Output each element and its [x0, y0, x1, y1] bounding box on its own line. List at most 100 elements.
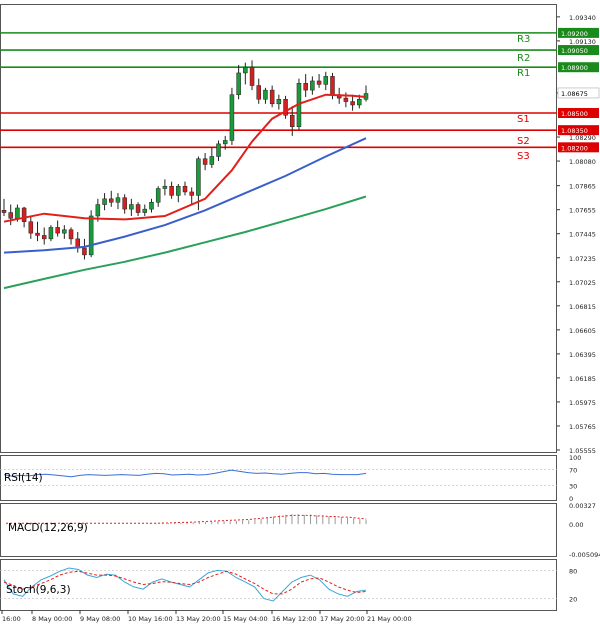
stoch-panel: 80 20 Stoch(9,6,3): [0, 559, 577, 611]
candle-down: [290, 115, 295, 127]
price-tick-label: 1.07025: [569, 279, 596, 287]
candle-up: [176, 185, 181, 196]
level-price-label: 1.09050: [561, 47, 588, 55]
candle-up: [236, 72, 241, 95]
price-tick-label: 1.07655: [569, 207, 596, 215]
candle-up: [229, 94, 235, 141]
candle-down: [283, 99, 288, 116]
price-tick-label: 1.09340: [569, 14, 596, 22]
candle-up: [310, 80, 315, 91]
price-tick-label: 1.07445: [569, 231, 596, 239]
candle-down: [55, 227, 60, 234]
price-tick-label: 1.07865: [569, 183, 596, 191]
candle-down: [316, 80, 322, 85]
price-tick-label: 1.08080: [569, 158, 596, 166]
candle-down: [249, 66, 255, 86]
candle-down: [109, 198, 114, 203]
rsi-tick-label: 70: [569, 466, 577, 474]
candle-down: [256, 85, 261, 100]
candle-up: [48, 227, 54, 240]
candle-up: [196, 158, 201, 196]
price-tick-label: 1.06185: [569, 375, 596, 383]
candle-up: [263, 89, 268, 100]
rsi-panel: 100 70 30 0 RSI(14): [0, 454, 581, 503]
candle-up: [62, 229, 67, 234]
price-tick-label: 1.07235: [569, 255, 596, 263]
time-tick-label: 21 May 00:00: [367, 615, 412, 623]
level-price-box: [558, 45, 599, 56]
level-price-label: 1.09200: [561, 30, 588, 38]
time-tick-label: 16 May 12:00: [272, 615, 317, 623]
candle-down: [330, 76, 335, 95]
rsi-tick-label: 100: [569, 454, 581, 462]
macd-tick-label: 0.00: [569, 521, 583, 529]
level-name-r3: R3: [517, 34, 530, 45]
candle-up: [155, 188, 161, 203]
rsi-tick-label: 0: [569, 495, 573, 503]
current-price-box: [557, 87, 600, 99]
candle-down: [169, 185, 174, 196]
candle-down: [350, 101, 355, 106]
price-tick-label: 1.06815: [569, 303, 596, 311]
price-tick-label: 1.05975: [569, 399, 596, 407]
candle-up: [142, 208, 148, 213]
candle-up: [276, 99, 282, 105]
candle-down: [189, 191, 194, 196]
price-tick-label: 1.06395: [569, 351, 596, 359]
price-panel-frame: [0, 4, 557, 453]
candle-down: [122, 197, 127, 210]
macd-panel: 0.00327 0.00 -0.005094 MACD(12,26,9): [0, 502, 600, 559]
time-tick-label: 17 May 20:00: [320, 615, 365, 623]
price-tick-label: 1.05555: [569, 447, 596, 455]
candle-up: [129, 204, 134, 210]
ma-slow-line: [3, 195, 367, 290]
stoch-title: Stoch(9,6,3): [6, 584, 71, 596]
candle-up: [149, 201, 154, 210]
level-price-box: [558, 142, 599, 153]
candle-down: [8, 212, 13, 219]
candle-down: [303, 82, 308, 91]
level-name-r2: R2: [517, 53, 530, 64]
candle-down: [135, 204, 141, 213]
candle-down: [269, 89, 275, 105]
level-price-label: 1.08500: [561, 110, 588, 118]
candle-down: [35, 232, 40, 236]
candle-down: [1, 210, 7, 213]
candle-up: [216, 143, 221, 157]
rsi-tick-label: 30: [569, 483, 577, 491]
rsi-panel-frame: [0, 455, 557, 501]
candle-up: [357, 99, 362, 106]
rsi-title: RSI(14): [4, 472, 43, 484]
candle-down: [343, 97, 349, 102]
level-name-s3: S3: [517, 151, 530, 162]
candle-down: [68, 229, 74, 240]
price-tick-label: 1.05765: [569, 423, 596, 431]
candle-up: [102, 198, 107, 205]
candle-up: [115, 197, 121, 203]
level-price-box: [558, 27, 599, 38]
price-tick-label: 1.09130: [569, 38, 596, 46]
level-price-label: 1.08350: [561, 127, 588, 135]
candle-up: [323, 76, 329, 85]
candle-down: [41, 235, 47, 240]
stoch-tick-label: 80: [569, 567, 577, 575]
level-price-label: 1.08200: [561, 144, 588, 152]
candle-up: [243, 66, 248, 74]
candle-up: [95, 204, 101, 217]
stoch-panel-frame: [0, 559, 557, 611]
candle-up: [222, 140, 228, 145]
macd-signal-line: [5, 514, 367, 524]
level-price-box: [558, 62, 599, 73]
time-tick-label: 16:00: [2, 615, 21, 623]
candle-down: [202, 158, 208, 165]
level-name-r1: R1: [517, 68, 530, 79]
level-price-box: [558, 125, 599, 136]
time-tick-label: 8 May 00:00: [32, 615, 72, 623]
stoch-tick-label: 20: [569, 596, 577, 604]
candle-up: [209, 156, 215, 165]
candle-up: [162, 185, 168, 189]
ma-fast-line: [3, 93, 367, 223]
ma-mid-line: [3, 137, 367, 254]
level-name-s1: S1: [517, 114, 530, 125]
candle-down: [21, 207, 27, 222]
